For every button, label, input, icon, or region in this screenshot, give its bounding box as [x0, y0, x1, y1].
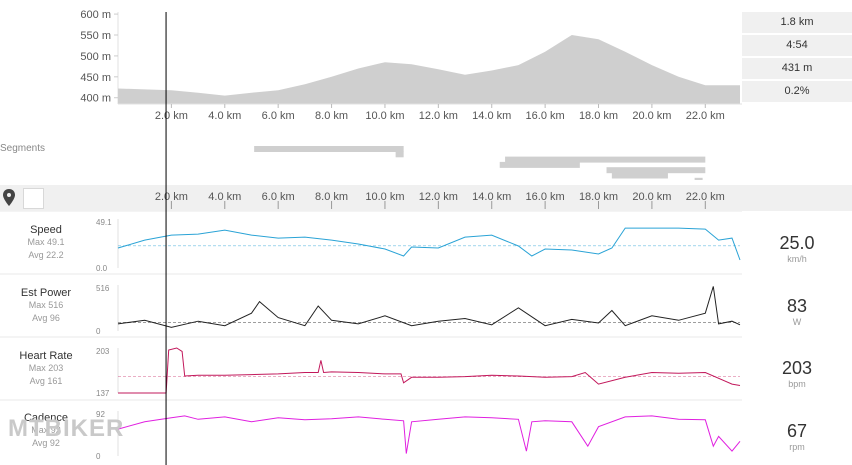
metric-series-line	[117, 415, 741, 454]
power-value: 83	[786, 296, 808, 316]
toolbar-axis: 2.0 km 4.0 km 6.0 km 8.0 km 10.0 km 12.0 km 14…	[155, 191, 725, 209]
metric-ymin-label: 137	[96, 389, 110, 398]
metric-ymin-label: 0	[96, 327, 101, 336]
summary-grade: 0.2%	[742, 81, 852, 102]
elevation-ytick-label: 450 m	[80, 72, 111, 84]
segments-chart	[254, 146, 706, 180]
segment-bar[interactable]	[606, 167, 706, 174]
heartrate-max: Max 203	[28, 363, 64, 373]
metric-ymin-label: 0	[96, 452, 101, 461]
metric-series-line	[117, 227, 741, 261]
heartrate-unit: bpm	[788, 379, 806, 389]
speed-avg: Avg 22.2	[28, 250, 64, 260]
elevation-xtick-label: 12.0 km	[419, 110, 458, 122]
elevation-ytick-label: 600 m	[80, 9, 111, 21]
power-avg: Avg 96	[32, 313, 60, 323]
elevation-xtick-label: 22.0 km	[686, 110, 725, 122]
cadence-max: Max 92	[31, 425, 61, 435]
toolbar	[0, 185, 852, 211]
speed-readout: 25.0 km/h	[742, 233, 852, 264]
summary-elevation: 431 m	[742, 58, 852, 79]
toolbar-xtick-label: 16.0 km	[526, 191, 565, 203]
elevation-xtick-label: 4.0 km	[208, 110, 241, 122]
speed-name: Speed	[30, 224, 62, 236]
metric-ymax-label: 203	[96, 347, 110, 356]
elevation-xtick-label: 18.0 km	[579, 110, 618, 122]
elevation-ytick-label: 500 m	[80, 51, 111, 63]
metric-series-line	[117, 286, 741, 328]
toolbar-xtick-label: 2.0 km	[155, 191, 188, 203]
cadence-label: Cadence Max 92 Avg 92	[0, 412, 92, 450]
heartrate-label: Heart Rate Max 203 Avg 161	[0, 350, 92, 388]
elevation-ytick-label: 550 m	[80, 30, 111, 42]
segment-bar[interactable]	[694, 177, 703, 180]
power-readout: 83 W	[742, 296, 852, 327]
elevation-ytick-label: 400 m	[80, 93, 111, 105]
segment-bar[interactable]	[505, 156, 706, 163]
cadence-unit: rpm	[789, 442, 805, 452]
power-name: Est Power	[20, 287, 72, 299]
elevation-xtick-label: 6.0 km	[262, 110, 295, 122]
toolbar-xtick-label: 20.0 km	[632, 191, 671, 203]
segment-bar[interactable]	[395, 151, 404, 158]
toggle-button[interactable]	[23, 188, 44, 209]
elevation-xtick-label: 16.0 km	[526, 110, 565, 122]
power-label: Est Power Max 516 Avg 96	[0, 287, 92, 325]
metric-ymax-label: 516	[96, 284, 110, 293]
segments-label: Segments	[0, 143, 46, 154]
segment-bar[interactable]	[499, 161, 580, 168]
toolbar-xtick-label: 12.0 km	[419, 191, 458, 203]
watermark-logo: MTBIKER	[8, 415, 125, 442]
toolbar-xtick-label: 4.0 km	[208, 191, 241, 203]
elevation-chart: 600 m 550 m 500 m 450 m 400 m 2.0 km 4.0 km 6.…	[80, 9, 742, 122]
toolbar-xtick-label: 10.0 km	[365, 191, 404, 203]
heartrate-name: Heart Rate	[19, 350, 73, 362]
toolbar-xtick-label: 18.0 km	[579, 191, 618, 203]
elevation-area	[118, 35, 740, 104]
cadence-readout: 67 rpm	[742, 421, 852, 452]
power-unit: W	[792, 317, 802, 327]
toolbar-xtick-label: 22.0 km	[686, 191, 725, 203]
heartrate-avg: Avg 161	[29, 376, 63, 386]
elevation-xtick-label: 20.0 km	[632, 110, 671, 122]
metric-ymin-label: 0.0	[96, 264, 108, 273]
heartrate-value: 203	[781, 358, 813, 378]
summary-distance: 1.8 km	[742, 12, 852, 33]
map-pin-button[interactable]	[0, 186, 20, 210]
toolbar-xtick-label: 14.0 km	[472, 191, 511, 203]
metric-series-line	[118, 347, 741, 394]
toolbar-xtick-label: 8.0 km	[315, 191, 348, 203]
summary-time: 4:54	[742, 35, 852, 56]
cadence-name: Cadence	[23, 412, 69, 424]
elevation-xtick-label: 14.0 km	[472, 110, 511, 122]
map-pin-icon	[3, 189, 15, 206]
speed-value: 25.0	[779, 233, 815, 253]
speed-label: Speed Max 49.1 Avg 22.2	[0, 224, 92, 262]
elevation-xtick-label: 10.0 km	[365, 110, 404, 122]
segment-bar[interactable]	[254, 146, 404, 152]
metric-ymax-label: 49.1	[96, 218, 112, 227]
toolbar-xtick-label: 6.0 km	[262, 191, 295, 203]
segment-bar[interactable]	[611, 172, 668, 179]
speed-max: Max 49.1	[27, 237, 65, 247]
power-max: Max 516	[28, 300, 64, 310]
heartrate-readout: 203 bpm	[742, 358, 852, 389]
cadence-avg: Avg 92	[32, 438, 60, 448]
metrics-chart: 49.1 0.0 516 0 203 137 92 0	[0, 211, 742, 461]
elevation-xtick-label: 2.0 km	[155, 110, 188, 122]
elevation-xtick-label: 8.0 km	[315, 110, 348, 122]
metric-ymax-label: 92	[96, 410, 105, 419]
cadence-value: 67	[786, 421, 808, 441]
speed-unit: km/h	[787, 254, 807, 264]
